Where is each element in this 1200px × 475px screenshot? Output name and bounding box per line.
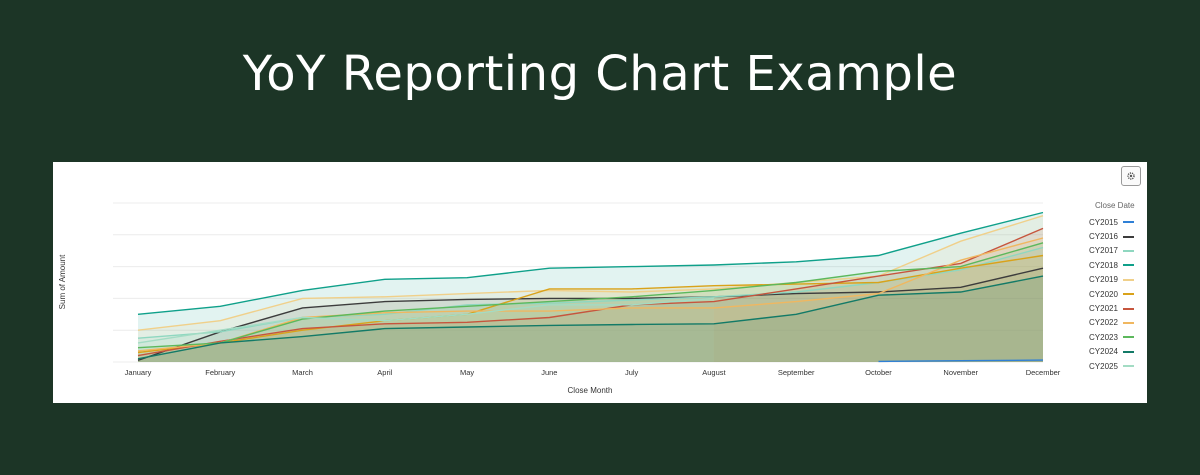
legend-swatch [1123,350,1134,353]
legend-label: CY2021 [1089,304,1118,314]
x-tick-label: June [541,368,557,377]
chart-panel: January February March April May June July Augu… [53,162,1147,403]
legend-label: CY2025 [1089,361,1118,371]
series-line-cy2022 [137,237,1044,352]
x-tick-label: August [702,368,726,377]
x-tick-label: September [778,368,815,377]
legend-item[interactable]: CY2022 [1089,316,1145,330]
x-tick-label: March [292,368,313,377]
series-area-cy2023 [138,242,1043,362]
legend-item[interactable]: CY2023 [1089,330,1145,344]
legend-swatch [1123,221,1134,224]
x-tick-label: November [943,368,978,377]
legend-item[interactable]: CY2018 [1089,258,1145,272]
legend-label: CY2016 [1089,232,1118,242]
legend-label: CY2023 [1089,332,1118,342]
series-line-cy2025 [137,297,714,344]
series-line-cy2020 [137,254,1044,354]
legend-label: CY2017 [1089,246,1118,256]
x-tick-label: February [205,368,235,377]
series-line-cy2016 [137,267,1044,362]
chart-plot: January February March April May June July Augu… [58,202,1061,395]
x-tick-label: April [377,368,392,377]
series-area-cy2021 [138,228,1043,362]
x-axis-label: Close Month [568,386,613,395]
legend-label: CY2019 [1089,275,1118,285]
legend-label: CY2020 [1089,289,1118,299]
legend-swatch [1123,307,1134,310]
chart-settings-button[interactable] [1121,166,1141,186]
x-axis-ticks: January February March April May June July Augu… [125,368,1061,377]
x-tick-label: December [1026,368,1061,377]
legend-swatch [1123,293,1134,296]
series-line-cy2021 [137,227,1044,357]
x-tick-label: May [460,368,474,377]
legend-label: CY2022 [1089,318,1118,328]
legend-item[interactable]: CY2025 [1089,359,1145,373]
legend-swatch [1123,278,1134,281]
legend-item[interactable]: CY2021 [1089,301,1145,315]
legend-swatch [1123,264,1134,267]
legend-item[interactable]: CY2024 [1089,345,1145,359]
y-axis-label: Sum of Amount [58,254,67,309]
series-line-cy2023 [137,242,1044,349]
legend-items: CY2015 CY2016 CY2017 CY2018 CY2019 CY2020 CY20… [1089,215,1145,373]
x-tick-label: January [125,368,152,377]
series-line-cy2024 [137,275,1044,360]
legend-label: CY2018 [1089,260,1118,270]
series-area-cy2024 [138,276,1043,362]
x-tick-label: July [625,368,639,377]
series-area-cy2016 [138,268,1043,362]
legend-swatch [1123,249,1134,252]
x-tick-label: October [865,368,892,377]
legend-item[interactable]: CY2017 [1089,244,1145,258]
legend-title: Close Date [1095,201,1135,210]
gear-icon [1127,172,1135,180]
series-area-cy2020 [138,255,1043,362]
page-title: YoY Reporting Chart Example [242,46,958,102]
series-line-cy2018 [137,211,1044,315]
legend-item[interactable]: CY2015 [1089,215,1145,229]
legend-swatch [1123,365,1134,368]
legend-item[interactable]: CY2020 [1089,287,1145,301]
series-line-cy2015 [878,359,1044,363]
legend-label: CY2024 [1089,347,1118,357]
legend-item[interactable]: CY2016 [1089,229,1145,243]
chart-legend: Close Date CY2015 CY2016 CY2017 CY2018 CY201… [1089,201,1145,373]
legend-swatch [1123,336,1134,339]
legend-swatch [1123,321,1134,324]
legend-item[interactable]: CY2019 [1089,273,1145,287]
legend-label: CY2015 [1089,217,1118,227]
legend-swatch [1123,235,1134,238]
chart-lines [137,211,1044,363]
